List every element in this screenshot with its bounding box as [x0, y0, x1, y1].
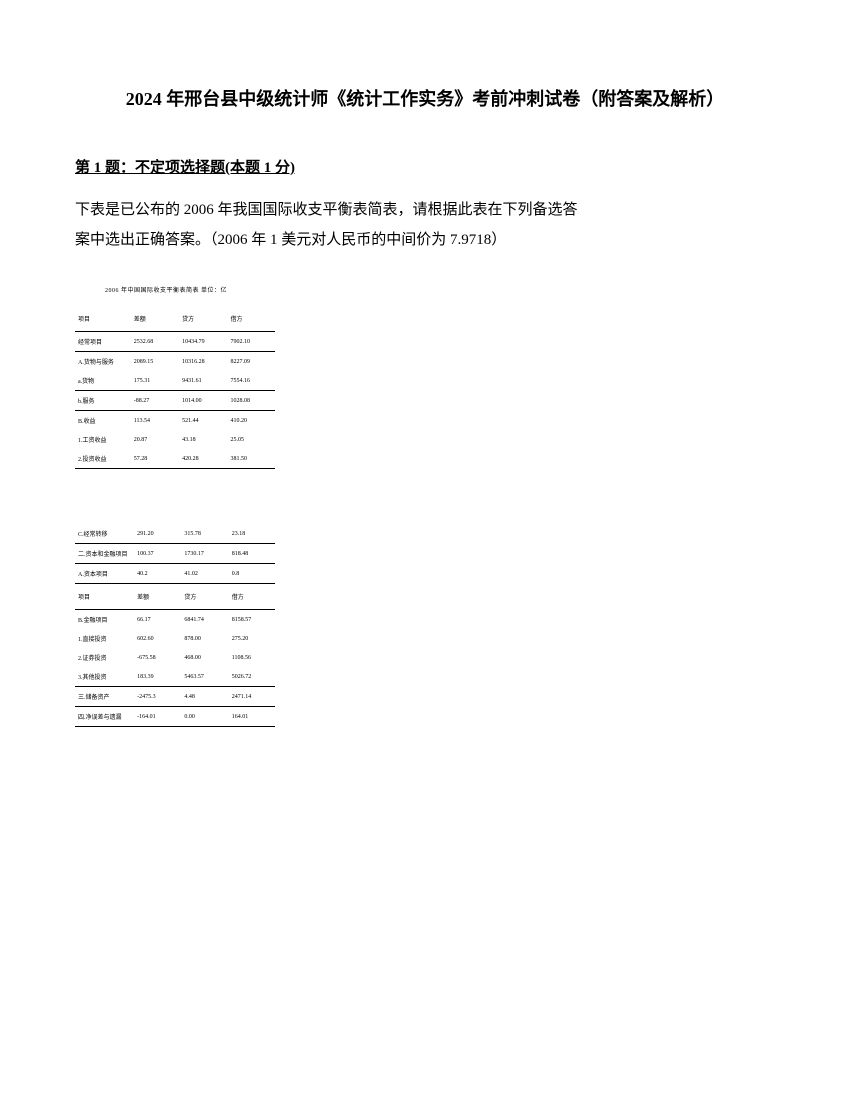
table-cell: 1730.17	[180, 544, 227, 564]
table-cell: 四.净误差与遗漏	[75, 707, 133, 727]
table-cell: 315.78	[180, 524, 227, 544]
table-cell: 25.05	[227, 430, 275, 449]
table-cell: a.货物	[75, 371, 130, 391]
table-cell: -675.58	[133, 648, 180, 667]
table-cell: 878.00	[180, 629, 227, 648]
table-row: A.货物与服务2089.1510316.288227.09	[75, 352, 275, 372]
table-row: 项目差额贷方借方	[75, 584, 275, 610]
table-cell: 6841.74	[180, 610, 227, 630]
table-2-container: C.经常转移291.20315.7823.18二.资本和金融项目100.3717…	[75, 524, 775, 727]
table-cell: 113.54	[130, 411, 178, 431]
table-cell: 贷方	[180, 584, 227, 610]
table-cell: 1108.56	[228, 648, 275, 667]
table-cell: 521.44	[178, 411, 226, 431]
table-row: 1.工资收益20.8743.1825.05	[75, 430, 275, 449]
table-cell: 三.储备资产	[75, 687, 133, 707]
table-cell: 602.60	[133, 629, 180, 648]
table-cell: A.货物与服务	[75, 352, 130, 372]
table-cell: -88.27	[130, 391, 178, 411]
table-cell: 1028.08	[227, 391, 275, 411]
question-header: 第 1 题：不定项选择题(本题 1 分)	[75, 156, 775, 177]
table-cell: 100.37	[133, 544, 180, 564]
table-cell: 1014.00	[178, 391, 226, 411]
table-row: 三.储备资产-2475.34.482471.14	[75, 687, 275, 707]
table-cell: 66.17	[133, 610, 180, 630]
table-cell: 7902.10	[227, 332, 275, 352]
table-row: 1.直接投资602.60878.00275.20	[75, 629, 275, 648]
table-row: b.服务-88.271014.001028.08	[75, 391, 275, 411]
table-cell: -2475.3	[133, 687, 180, 707]
table-cell: 1.工资收益	[75, 430, 130, 449]
table-row: 2.证券投资-675.58468.001108.56	[75, 648, 275, 667]
table-cell: b.服务	[75, 391, 130, 411]
table-row: B.金融项目66.176841.748158.57	[75, 610, 275, 630]
table-cell: 差额	[133, 584, 180, 610]
question-text: 下表是已公布的 2006 年我国国际收支平衡表简表，请根据此表在下列备选答 案中…	[75, 195, 775, 255]
table-cell: A.资本项目	[75, 564, 133, 584]
table-cell: B.收益	[75, 411, 130, 431]
table-cell: 7554.16	[227, 371, 275, 391]
table-cell: 8158.57	[228, 610, 275, 630]
table-cell: 291.20	[133, 524, 180, 544]
table-cell: 3.其他投资	[75, 667, 133, 687]
table-cell: 410.20	[227, 411, 275, 431]
table-row: A.资本项目40.241.020.8	[75, 564, 275, 584]
table-cell: 经常项目	[75, 332, 130, 352]
table-cell: 20.87	[130, 430, 178, 449]
table-cell: 二.资本和金融项目	[75, 544, 133, 564]
table-cell: 10434.79	[178, 332, 226, 352]
table-cell: 2532.68	[130, 332, 178, 352]
table-cell: 9431.61	[178, 371, 226, 391]
table-cell: 818.48	[228, 544, 275, 564]
table-row: 经常项目2532.6810434.797902.10	[75, 332, 275, 352]
table-row: B.收益113.54521.44410.20	[75, 411, 275, 431]
table-cell: 57.28	[130, 449, 178, 469]
table-1-container: 2006 年中国国际收支平衡表简表 单位：亿 项目 差额 贷方 借方 经常项目2…	[75, 285, 775, 469]
table-cell: 0.8	[228, 564, 275, 584]
table-cell: 1.直接投资	[75, 629, 133, 648]
table-row: C.经常转移291.20315.7823.18	[75, 524, 275, 544]
table-cell: 8227.09	[227, 352, 275, 372]
table-cell: 0.00	[180, 707, 227, 727]
table-cell: 4.48	[180, 687, 227, 707]
table-cell: 2.证券投资	[75, 648, 133, 667]
table-cell: 23.18	[228, 524, 275, 544]
table-header-cell: 差额	[130, 306, 178, 332]
table-cell: 183.39	[133, 667, 180, 687]
table-cell: 164.01	[228, 707, 275, 727]
table-cell: 41.02	[180, 564, 227, 584]
table-cell: 5463.57	[180, 667, 227, 687]
table-header-cell: 借方	[227, 306, 275, 332]
table-cell: 5026.72	[228, 667, 275, 687]
table-row: 3.其他投资183.395463.575026.72	[75, 667, 275, 687]
table-header-cell: 项目	[75, 306, 130, 332]
table-cell: 420.28	[178, 449, 226, 469]
table-header-cell: 贷方	[178, 306, 226, 332]
table-cell: B.金融项目	[75, 610, 133, 630]
table-row: 2.投资收益57.28420.28381.50	[75, 449, 275, 469]
table-cell: 468.00	[180, 648, 227, 667]
table-cell: 40.2	[133, 564, 180, 584]
table-cell: -164.01	[133, 707, 180, 727]
table-cell: 2.投资收益	[75, 449, 130, 469]
table-row: a.货物175.319431.617554.16	[75, 371, 275, 391]
table-cell: 43.18	[178, 430, 226, 449]
question-line-1: 下表是已公布的 2006 年我国国际收支平衡表简表，请根据此表在下列备选答	[75, 195, 775, 225]
table-cell: C.经常转移	[75, 524, 133, 544]
table-1: 项目 差额 贷方 借方 经常项目2532.6810434.797902.10A.…	[75, 306, 275, 469]
table-cell: 借方	[228, 584, 275, 610]
table-1-title: 2006 年中国国际收支平衡表简表 单位：亿	[105, 285, 775, 294]
table-cell: 10316.28	[178, 352, 226, 372]
table-cell: 381.50	[227, 449, 275, 469]
table-cell: 项目	[75, 584, 133, 610]
table-row: 四.净误差与遗漏-164.010.00164.01	[75, 707, 275, 727]
table-cell: 175.31	[130, 371, 178, 391]
table-cell: 275.20	[228, 629, 275, 648]
table-cell: 2471.14	[228, 687, 275, 707]
table-2: C.经常转移291.20315.7823.18二.资本和金融项目100.3717…	[75, 524, 275, 727]
table-row: 二.资本和金融项目100.371730.17818.48	[75, 544, 275, 564]
question-line-2: 案中选出正确答案。（2006 年 1 美元对人民币的中间价为 7.9718）	[75, 225, 775, 255]
page-title: 2024 年邢台县中级统计师《统计工作实务》考前冲刺试卷（附答案及解析）	[75, 85, 775, 111]
table-cell: 2089.15	[130, 352, 178, 372]
